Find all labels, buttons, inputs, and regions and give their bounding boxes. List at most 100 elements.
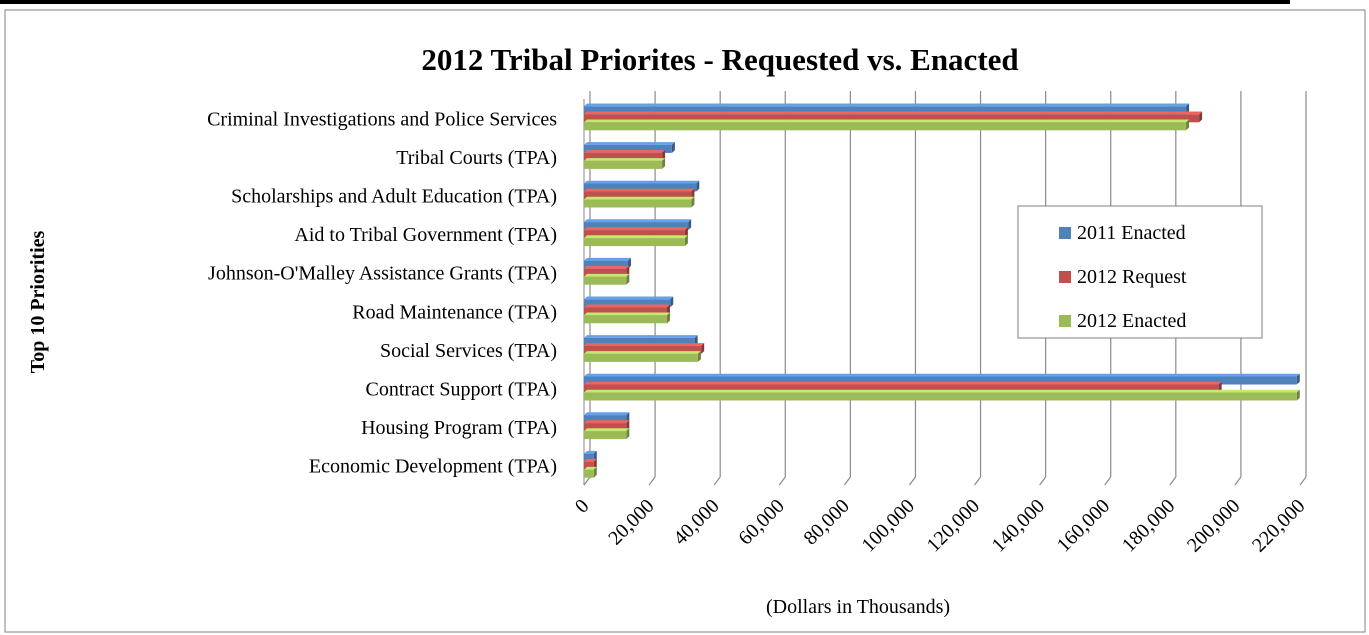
gridline-floor <box>1039 476 1047 486</box>
bar-front <box>584 260 628 269</box>
category-label: Johnson-O'Malley Assistance Grants (TPA) <box>208 263 557 285</box>
bar-end <box>697 351 701 362</box>
bar-front <box>584 307 667 316</box>
bar <box>584 312 670 324</box>
bar-front <box>584 469 594 478</box>
bar-end <box>1296 373 1300 385</box>
legend-label: 2012 Enacted <box>1077 310 1186 332</box>
bar-front <box>584 122 1187 131</box>
gridline-floor <box>974 476 982 486</box>
bar-end <box>670 296 674 308</box>
category-label: Housing Program (TPA) <box>361 417 557 439</box>
bar-front <box>584 152 663 161</box>
gridline-floor <box>1299 476 1307 486</box>
bar-top <box>584 219 692 223</box>
bar-front <box>584 276 627 285</box>
bar-end <box>1296 389 1300 401</box>
bar <box>584 351 701 362</box>
bar-top <box>584 188 695 192</box>
bar <box>584 343 705 354</box>
category-label: Social Services (TPA) <box>380 340 557 362</box>
bar-front <box>584 183 697 192</box>
bar-end <box>626 428 630 440</box>
bar-front <box>584 238 685 247</box>
x-axis-title: (Dollars in Thousands) <box>766 596 950 618</box>
bar-end <box>691 196 695 208</box>
bar-top <box>584 373 1300 377</box>
category-label: Economic Development (TPA) <box>309 456 557 478</box>
bar <box>584 273 630 285</box>
bar-top <box>584 389 1300 393</box>
bar-front <box>584 268 627 277</box>
bar-top <box>584 412 630 416</box>
bar-top <box>584 119 1190 123</box>
bar-top <box>584 235 688 239</box>
bar-front <box>584 191 692 200</box>
bar <box>584 196 695 208</box>
gridline-floor <box>1169 476 1177 486</box>
category-label: Scholarships and Adult Education (TPA) <box>231 186 557 208</box>
bar-end <box>684 235 688 247</box>
bar-top <box>584 150 666 153</box>
bar-end <box>666 312 670 324</box>
bar <box>584 235 688 247</box>
category-label: Tribal Courts (TPA) <box>396 147 557 169</box>
bar-top <box>584 343 705 346</box>
bar-front <box>584 144 672 153</box>
bar-front <box>584 461 594 470</box>
bar <box>584 119 1190 131</box>
bar-front <box>584 114 1200 123</box>
bar-top <box>584 227 688 231</box>
top-rule <box>0 0 1290 4</box>
bar-end <box>626 273 630 285</box>
bar <box>584 381 1222 393</box>
category-label: Contract Support (TPA) <box>366 379 557 401</box>
bar-top <box>584 257 631 261</box>
gridline-floor <box>843 476 851 486</box>
bar-front <box>584 299 671 308</box>
legend-label: 2012 Request <box>1077 266 1187 288</box>
bar-front <box>584 315 667 324</box>
legend-label: 2011 Enacted <box>1077 222 1186 244</box>
bar-top <box>584 142 675 145</box>
bar <box>584 428 630 440</box>
bar <box>584 111 1203 123</box>
bar-end <box>701 343 705 354</box>
bar-front <box>584 160 663 169</box>
gridline-floor <box>713 476 721 486</box>
bar <box>584 304 670 316</box>
bar-series <box>584 103 1300 478</box>
bar-top <box>584 351 701 354</box>
gridline-floor <box>1234 476 1242 486</box>
bar <box>584 466 597 478</box>
bar-top <box>584 450 597 454</box>
bar-front <box>584 345 702 354</box>
bar-front <box>584 376 1297 385</box>
bar-front <box>584 415 627 424</box>
gridline-floor <box>778 476 786 486</box>
legend-swatch <box>1059 271 1071 283</box>
bar-top <box>584 196 695 200</box>
bar-top <box>584 296 674 300</box>
bar-front <box>584 384 1219 393</box>
y-axis-title: Top 10 Priorities <box>27 230 49 373</box>
legend-swatch <box>1059 227 1071 239</box>
bar <box>584 219 692 231</box>
bar-front <box>584 222 689 231</box>
bar-end <box>696 180 700 192</box>
bar-end <box>671 142 675 153</box>
bar <box>584 389 1300 401</box>
category-label: Aid to Tribal Government (TPA) <box>294 224 557 246</box>
bar-front <box>584 431 627 440</box>
gridline-floor <box>648 476 656 486</box>
bar-end <box>593 466 597 478</box>
bar-top <box>584 265 630 269</box>
bar-end <box>688 219 692 231</box>
bar-front <box>584 230 685 239</box>
bar <box>584 296 674 308</box>
bar <box>584 158 666 169</box>
bar-front <box>584 106 1187 115</box>
bar-top <box>584 466 597 470</box>
bar-top <box>584 458 597 462</box>
